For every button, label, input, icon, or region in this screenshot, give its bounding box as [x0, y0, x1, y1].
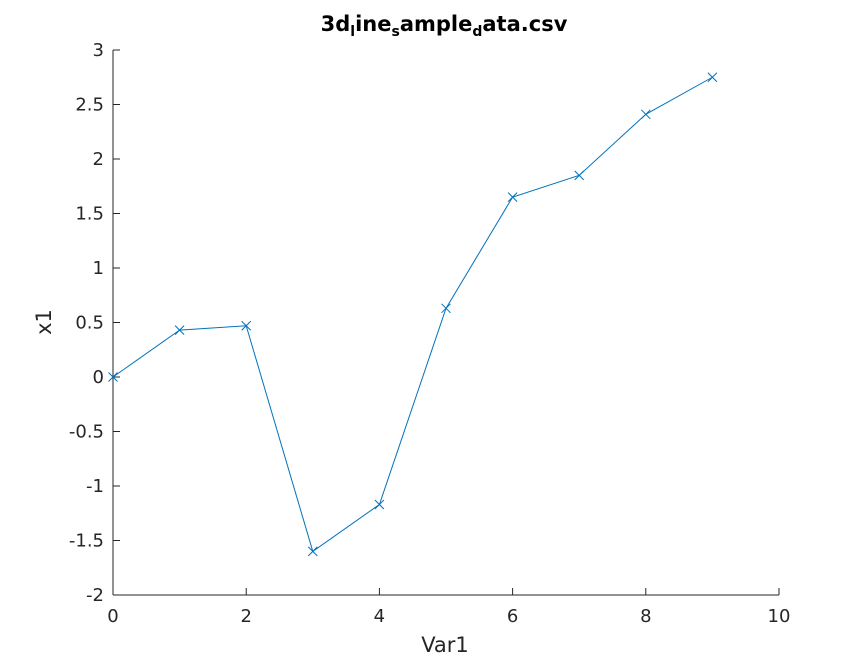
x-axis-label: Var1: [421, 633, 469, 657]
x-tick-label: 4: [374, 606, 385, 627]
data-point-marker: [307, 546, 318, 557]
chart-title-segment: l: [350, 24, 355, 40]
data-point-marker: [441, 303, 451, 314]
y-tick-label: 1.5: [75, 204, 104, 225]
data-point-marker: [640, 109, 651, 120]
x-tick-label: 6: [507, 606, 518, 627]
data-point-marker: [241, 320, 252, 331]
y-tick-label: 3: [93, 40, 104, 61]
x-tick-label: 8: [640, 606, 651, 627]
data-point-marker: [507, 192, 518, 203]
data-point-marker: [707, 72, 718, 83]
y-tick-label: 2: [93, 149, 104, 170]
chart-title-segment: 3d: [321, 12, 351, 36]
y-tick-label: -1.5: [69, 531, 104, 552]
plot-area: [108, 72, 718, 557]
y-tick-label: -1: [86, 476, 104, 497]
chart-title-segment: d: [472, 24, 482, 40]
y-tick-label: 1: [93, 258, 104, 279]
chart-title: 3dlinesampledata.csv: [321, 12, 568, 40]
chart-title-segment: s: [391, 24, 399, 40]
data-point-marker: [108, 372, 118, 382]
y-tick-label: 0: [93, 367, 104, 388]
chart-title-segment: ample: [400, 12, 473, 36]
y-tick-label: -0.5: [69, 422, 104, 443]
data-point-marker: [174, 325, 185, 335]
y-tick-label: -2: [86, 585, 104, 606]
data-point-marker: [374, 499, 385, 510]
y-tick-label: 0.5: [75, 313, 104, 334]
y-axis-label: x1: [32, 309, 56, 335]
x-tick-label: 0: [107, 606, 118, 627]
chart-title-segment: ine: [355, 12, 391, 36]
chart-title-segment: ata.csv: [482, 12, 567, 36]
series-line: [112, 76, 713, 553]
x-tick-label: 10: [768, 606, 791, 627]
axes: 0 2 4 6 8 10 -2 -1.5 -1 -0.5 0 0.5 1 1.5 2 2.5 3: [69, 40, 791, 627]
y-tick-label: 2.5: [75, 95, 104, 116]
x-tick-label: 2: [240, 606, 251, 627]
data-point-marker: [574, 170, 585, 181]
